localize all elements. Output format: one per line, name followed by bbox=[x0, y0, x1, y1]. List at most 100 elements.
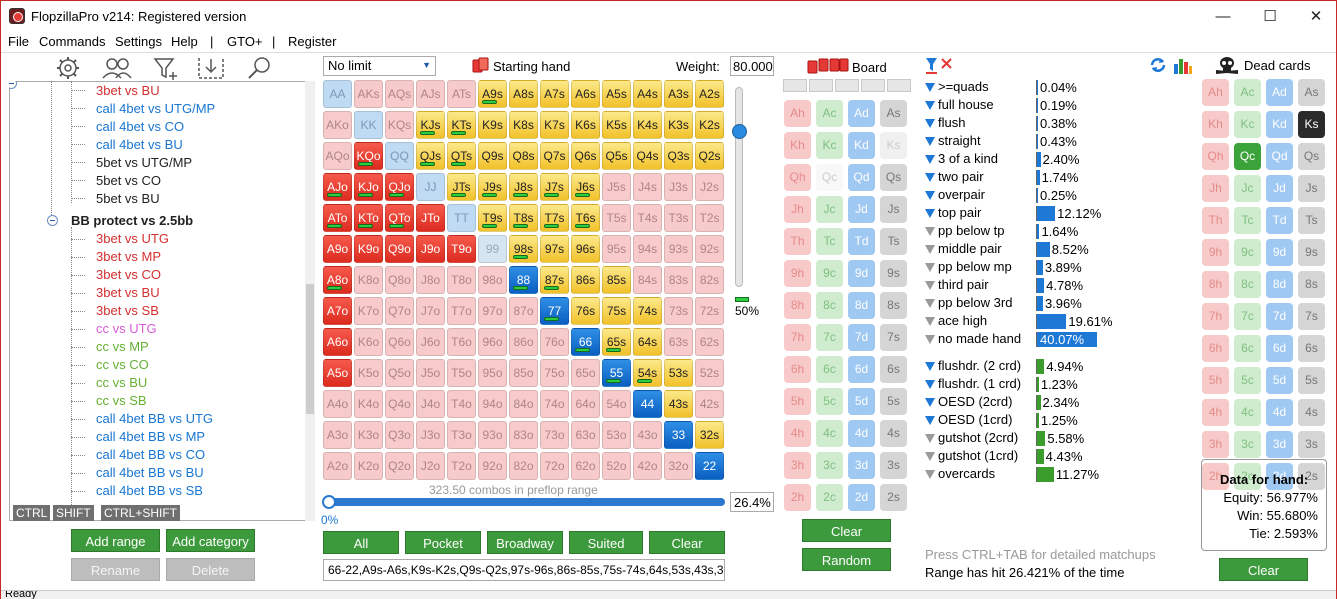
hand-cell[interactable]: 42s bbox=[695, 390, 724, 418]
hand-cell[interactable]: Q6o bbox=[385, 328, 414, 356]
dead-card[interactable]: Jc bbox=[1234, 175, 1261, 202]
broadway-button[interactable]: Broadway bbox=[487, 531, 563, 554]
hand-cell[interactable]: J4o bbox=[416, 390, 445, 418]
board-card[interactable]: Qh bbox=[784, 164, 811, 191]
hand-cell[interactable]: T7s bbox=[540, 204, 569, 232]
board-card[interactable]: Ah bbox=[784, 100, 811, 127]
stat-row[interactable]: full house bbox=[925, 97, 994, 115]
board-card[interactable]: 4d bbox=[848, 420, 875, 447]
board-slot[interactable] bbox=[783, 79, 807, 92]
filter-icon[interactable] bbox=[925, 470, 935, 479]
all-button[interactable]: All bbox=[323, 531, 399, 554]
filter-icon[interactable] bbox=[925, 434, 935, 443]
hand-cell[interactable]: Q3o bbox=[385, 421, 414, 449]
hand-cell[interactable]: T9o bbox=[447, 235, 476, 263]
hand-cell[interactable]: A3s bbox=[664, 80, 693, 108]
hand-cell[interactable]: 75s bbox=[602, 297, 631, 325]
hand-cell[interactable]: K9s bbox=[478, 111, 507, 139]
hand-cell[interactable]: 73o bbox=[540, 421, 569, 449]
stat-row[interactable]: no made hand bbox=[925, 331, 1021, 349]
dead-card[interactable]: 7h bbox=[1202, 303, 1229, 330]
board-card[interactable]: 8c bbox=[816, 292, 843, 319]
dead-card[interactable]: Jd bbox=[1266, 175, 1293, 202]
hand-cell[interactable]: KTs bbox=[447, 111, 476, 139]
board-card[interactable]: 9c bbox=[816, 260, 843, 287]
board-card[interactable]: 3d bbox=[848, 452, 875, 479]
hand-cell[interactable]: 74s bbox=[633, 297, 662, 325]
hand-cell[interactable]: 97o bbox=[478, 297, 507, 325]
hand-cell[interactable]: KQo bbox=[354, 142, 383, 170]
hand-cell[interactable]: K8o bbox=[354, 266, 383, 294]
dead-card[interactable]: Qd bbox=[1266, 143, 1293, 170]
dead-card[interactable]: Kc bbox=[1234, 111, 1261, 138]
hand-cell[interactable]: AKo bbox=[323, 111, 352, 139]
board-card[interactable]: 9s bbox=[880, 260, 907, 287]
stat-row[interactable]: OESD (1crd) bbox=[925, 412, 1012, 430]
dead-card[interactable]: 2s bbox=[1298, 463, 1325, 490]
tree-item[interactable]: call 4bet BB vs UTG bbox=[96, 411, 214, 426]
hand-cell[interactable]: 96s bbox=[571, 235, 600, 263]
hand-cell[interactable]: 76o bbox=[540, 328, 569, 356]
hand-cell[interactable]: AJs bbox=[416, 80, 445, 108]
hand-cell[interactable]: KQs bbox=[385, 111, 414, 139]
hand-cell[interactable]: T6o bbox=[447, 328, 476, 356]
hand-cell[interactable]: 94s bbox=[633, 235, 662, 263]
dead-card[interactable]: Th bbox=[1202, 207, 1229, 234]
hand-cell[interactable]: T3o bbox=[447, 421, 476, 449]
board-card[interactable]: Jc bbox=[816, 196, 843, 223]
stat-row[interactable]: 3 of a kind bbox=[925, 151, 998, 169]
hand-cell[interactable]: AQo bbox=[323, 142, 352, 170]
hand-cell[interactable]: Q2s bbox=[695, 142, 724, 170]
minimize-icon[interactable]: — bbox=[1215, 8, 1231, 25]
hand-cell[interactable]: 86o bbox=[509, 328, 538, 356]
board-card[interactable]: 6d bbox=[848, 356, 875, 383]
hand-cell[interactable]: 84o bbox=[509, 390, 538, 418]
dead-card[interactable]: 9d bbox=[1266, 239, 1293, 266]
board-card[interactable]: 7d bbox=[848, 324, 875, 351]
hand-cell[interactable]: Q5o bbox=[385, 359, 414, 387]
hand-cell[interactable]: A7o bbox=[323, 297, 352, 325]
delete-button[interactable]: Delete bbox=[166, 558, 255, 581]
board-card[interactable]: 4c bbox=[816, 420, 843, 447]
tree-item[interactable]: call 4bet vs CO bbox=[96, 119, 185, 134]
hand-cell[interactable]: KJo bbox=[354, 173, 383, 201]
stat-row[interactable]: pp below tp bbox=[925, 223, 1005, 241]
hand-cell[interactable]: T7o bbox=[447, 297, 476, 325]
stat-row[interactable]: flush bbox=[925, 115, 965, 133]
dead-card[interactable]: Ts bbox=[1298, 207, 1325, 234]
hand-cell[interactable]: 66 bbox=[571, 328, 600, 356]
hand-cell[interactable]: JTs bbox=[447, 173, 476, 201]
stat-row[interactable]: straight bbox=[925, 133, 981, 151]
tree-item[interactable]: call 4bet BB vs SB bbox=[96, 483, 203, 498]
tree-item[interactable]: 3bet vs BU bbox=[96, 285, 160, 300]
board-card[interactable]: Jd bbox=[848, 196, 875, 223]
hand-cell[interactable]: 43o bbox=[633, 421, 662, 449]
hand-cell[interactable]: 83s bbox=[664, 266, 693, 294]
dead-card[interactable]: 5d bbox=[1266, 367, 1293, 394]
hand-cell[interactable]: 95o bbox=[478, 359, 507, 387]
board-card[interactable]: Ts bbox=[880, 228, 907, 255]
hand-cell[interactable]: ATs bbox=[447, 80, 476, 108]
filter-icon[interactable] bbox=[925, 83, 935, 92]
tree-item[interactable]: cc vs UTG bbox=[96, 321, 157, 336]
range-text-input[interactable]: 66-22,A9s-A6s,K9s-K2s,Q9s-Q2s,97s-96s,86… bbox=[323, 559, 725, 581]
hand-cell[interactable]: A3o bbox=[323, 421, 352, 449]
hand-cell[interactable]: J6o bbox=[416, 328, 445, 356]
board-card[interactable]: 5h bbox=[784, 388, 811, 415]
board-card[interactable]: 3c bbox=[816, 452, 843, 479]
hand-cell[interactable]: Q9o bbox=[385, 235, 414, 263]
hand-cell[interactable]: Q9s bbox=[478, 142, 507, 170]
hand-cell[interactable]: QJo bbox=[385, 173, 414, 201]
dead-card[interactable]: 5c bbox=[1234, 367, 1261, 394]
hand-cell[interactable]: J8o bbox=[416, 266, 445, 294]
tree-item[interactable]: cc vs CO bbox=[96, 357, 149, 372]
dead-card[interactable]: 4s bbox=[1298, 399, 1325, 426]
hand-cell[interactable]: KTo bbox=[354, 204, 383, 232]
stat-row[interactable]: pp below mp bbox=[925, 259, 1012, 277]
filter-icon[interactable] bbox=[925, 119, 935, 128]
hand-cell[interactable]: Q8s bbox=[509, 142, 538, 170]
board-card[interactable]: 5s bbox=[880, 388, 907, 415]
hand-cell[interactable]: T2o bbox=[447, 452, 476, 480]
hand-cell[interactable]: T2s bbox=[695, 204, 724, 232]
clear-board-button[interactable]: Clear bbox=[802, 519, 891, 542]
